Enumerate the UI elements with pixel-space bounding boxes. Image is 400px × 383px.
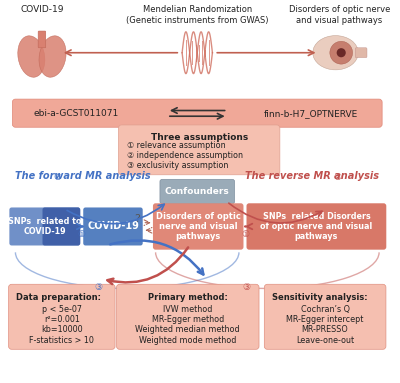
Text: The forward MR analysis: The forward MR analysis (16, 170, 151, 180)
Text: ebi-a-GCST011071: ebi-a-GCST011071 (34, 109, 119, 118)
Circle shape (337, 48, 346, 57)
Text: Disorders of optic
nerve and visual
pathways: Disorders of optic nerve and visual path… (156, 211, 241, 241)
Text: ②: ② (53, 173, 61, 182)
Text: Sensitivity analysis:: Sensitivity analysis: (272, 293, 368, 302)
Text: Weighted mode method: Weighted mode method (139, 336, 236, 345)
FancyBboxPatch shape (12, 99, 382, 127)
Ellipse shape (39, 36, 66, 77)
Text: IVW method: IVW method (163, 305, 212, 314)
Text: ③ exclusivity assumption: ③ exclusivity assumption (127, 161, 228, 170)
Text: p < 5e-07: p < 5e-07 (42, 305, 82, 314)
Text: MR-Egger intercept: MR-Egger intercept (286, 315, 364, 324)
FancyBboxPatch shape (264, 284, 386, 349)
Text: MR-PRESSO: MR-PRESSO (302, 325, 348, 334)
Text: Leave-one-out: Leave-one-out (296, 336, 354, 345)
Text: COVID-19: COVID-19 (20, 5, 64, 14)
Circle shape (330, 41, 352, 64)
Text: F-statistics > 10: F-statistics > 10 (29, 336, 94, 345)
Text: ②: ② (333, 173, 342, 182)
FancyBboxPatch shape (9, 284, 115, 349)
FancyBboxPatch shape (83, 208, 143, 246)
FancyBboxPatch shape (116, 284, 259, 349)
Text: Confounders: Confounders (165, 187, 230, 196)
Text: finn-b-H7_OPTNERVE: finn-b-H7_OPTNERVE (264, 109, 358, 118)
Text: The reverse MR analysis: The reverse MR analysis (245, 170, 379, 180)
Text: Cochran’s Q: Cochran’s Q (301, 305, 350, 314)
FancyBboxPatch shape (38, 31, 46, 48)
Text: Weighted median method: Weighted median method (136, 325, 240, 334)
Text: MR-Egger method: MR-Egger method (152, 315, 224, 324)
FancyBboxPatch shape (153, 203, 244, 250)
Ellipse shape (313, 36, 358, 70)
Text: COVID-19: COVID-19 (87, 221, 139, 231)
FancyBboxPatch shape (160, 179, 234, 204)
Text: Mendelian Randomization
(Genetic instruments from GWAS): Mendelian Randomization (Genetic instrum… (126, 5, 268, 25)
Ellipse shape (18, 36, 45, 77)
Text: SNPs  related Disorders
of optic nerve and visual
pathways: SNPs related Disorders of optic nerve an… (260, 211, 372, 241)
Text: SNPs  related to
COVID-19: SNPs related to COVID-19 (8, 217, 82, 236)
FancyBboxPatch shape (118, 125, 280, 175)
Text: Data preparation:: Data preparation: (16, 293, 101, 302)
FancyBboxPatch shape (355, 48, 367, 58)
Text: ①: ① (241, 230, 249, 239)
Text: ② independence assumption: ② independence assumption (127, 151, 243, 160)
Text: kb=10000: kb=10000 (41, 325, 83, 334)
FancyBboxPatch shape (42, 208, 80, 246)
FancyBboxPatch shape (246, 203, 386, 250)
Text: Three assumptions: Three assumptions (150, 133, 248, 142)
Text: Primary method:: Primary method: (148, 293, 228, 302)
Text: ① relevance assumption: ① relevance assumption (127, 141, 226, 150)
Text: ①: ① (78, 230, 86, 239)
FancyBboxPatch shape (9, 208, 80, 246)
Text: ③: ③ (242, 283, 250, 292)
Text: ?: ? (134, 214, 140, 224)
Text: ③: ③ (95, 283, 103, 292)
Text: r²=0.001: r²=0.001 (44, 315, 80, 324)
Text: Disorders of optic nerve
and visual pathways: Disorders of optic nerve and visual path… (289, 5, 390, 25)
